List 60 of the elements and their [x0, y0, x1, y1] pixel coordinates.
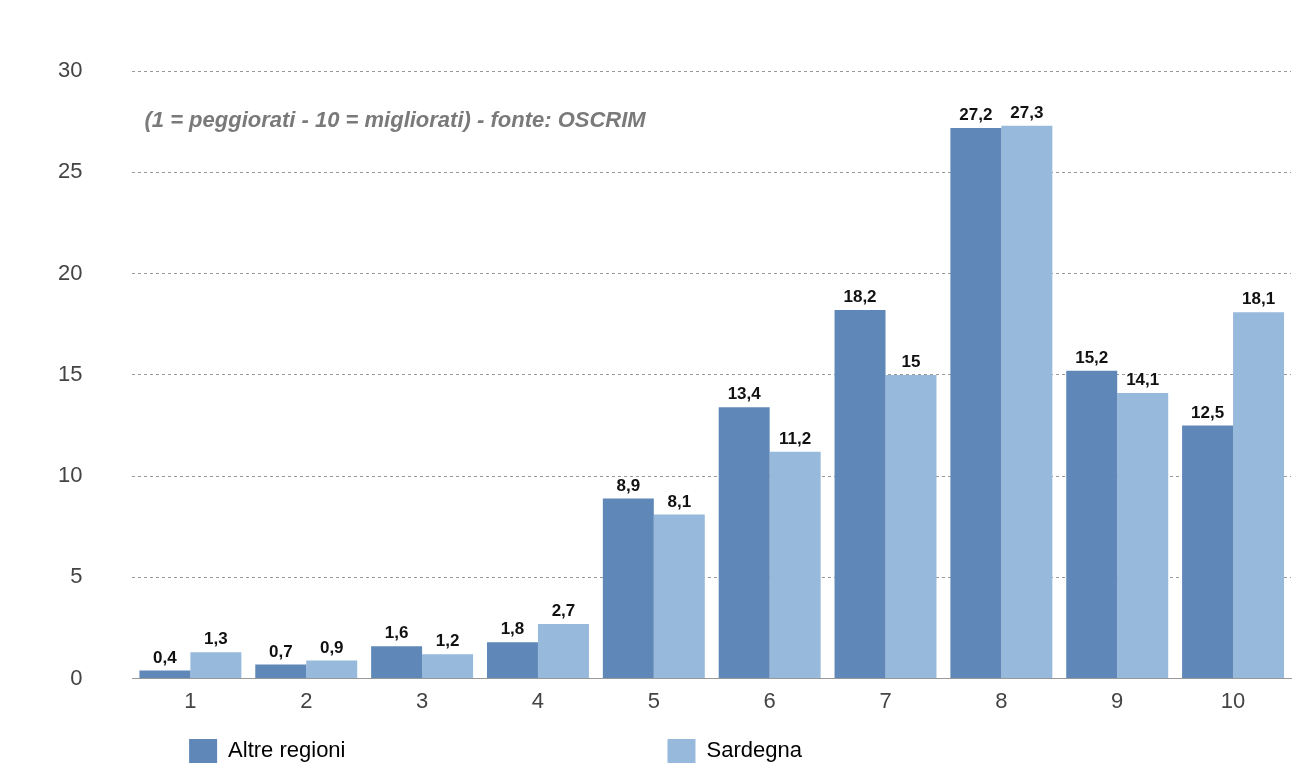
y-tick-label: 10	[57, 462, 83, 488]
x-tick-label: 6	[763, 687, 776, 713]
bar	[190, 652, 242, 679]
data-label: 0,4	[153, 647, 178, 667]
data-label: 27,3	[1010, 103, 1044, 123]
bar	[1066, 370, 1118, 679]
data-label: 18,2	[843, 287, 877, 307]
data-label: 18,1	[1242, 289, 1276, 309]
data-label: 27,2	[959, 105, 993, 125]
annotation: (1 = peggiorati - 10 = migliorati) - fonte: OSCRIM	[144, 107, 647, 133]
bar	[306, 660, 358, 679]
y-tick-label: 20	[57, 259, 83, 285]
bar	[885, 374, 937, 679]
bar	[718, 407, 770, 679]
data-label: 15	[901, 352, 921, 372]
y-tick-label: 0	[70, 664, 83, 690]
data-label: 1,8	[500, 619, 525, 639]
data-label: 15,2	[1075, 348, 1109, 368]
bar	[769, 451, 821, 679]
bar	[139, 670, 191, 679]
legend-label: Altre regioni	[228, 737, 654, 763]
y-tick-label: 5	[70, 563, 83, 589]
x-tick-label: 1	[184, 687, 197, 713]
bar	[950, 127, 1002, 679]
data-label: 2,7	[551, 601, 576, 621]
x-tick-label: 3	[415, 687, 429, 713]
bar	[486, 642, 538, 679]
bar	[371, 646, 423, 679]
data-label: 12,5	[1191, 402, 1225, 422]
data-label: 14,1	[1126, 370, 1160, 390]
data-label: 1,6	[384, 623, 409, 643]
y-tick-label: 30	[57, 57, 83, 83]
bar	[1001, 125, 1053, 679]
x-tick-label: 5	[647, 687, 660, 713]
x-tick-label: 2	[300, 687, 313, 713]
data-label: 8,1	[667, 491, 692, 511]
y-tick-label: 15	[57, 360, 83, 386]
bar	[834, 310, 886, 679]
bar	[602, 498, 654, 679]
bar	[537, 623, 589, 679]
y-tick-label: 25	[57, 158, 83, 184]
x-tick-label: 10	[1220, 687, 1246, 713]
bar	[255, 664, 307, 679]
data-label: 1,2	[435, 631, 460, 651]
bar	[653, 514, 705, 679]
data-label: 13,4	[727, 384, 762, 404]
data-label: 11,2	[779, 429, 812, 449]
legend-label: Sardegna	[706, 737, 1110, 763]
bar	[1182, 425, 1234, 679]
bar	[1233, 312, 1285, 679]
x-tick-label: 8	[995, 687, 1008, 713]
bar	[1117, 393, 1169, 679]
data-label: 0,9	[319, 637, 344, 657]
data-label: 8,9	[616, 475, 641, 495]
data-label: 1,3	[204, 629, 228, 649]
x-tick-label: 7	[879, 687, 892, 713]
x-tick-label: 4	[531, 687, 545, 713]
bar	[422, 654, 474, 679]
data-label: 0,7	[268, 641, 293, 661]
x-tick-label: 9	[1111, 687, 1124, 713]
